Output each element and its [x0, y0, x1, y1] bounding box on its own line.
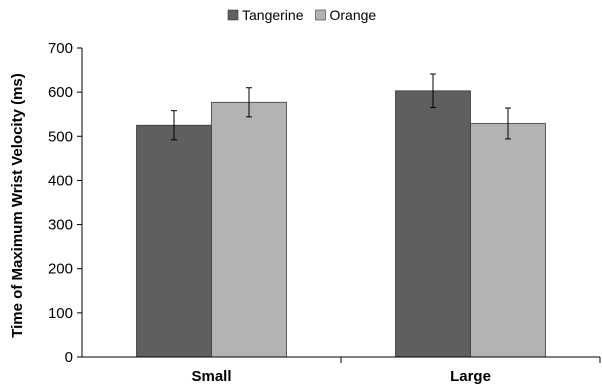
bar-tangerine-small — [136, 124, 212, 358]
error-bars — [171, 73, 511, 141]
axes — [81, 48, 601, 363]
legend: Tangerine Orange — [227, 7, 377, 23]
x-axis-labels: Small Large — [191, 368, 490, 384]
y-axis-label: Time of Maximum Wrist Velocity (ms) — [9, 73, 26, 338]
legend-swatch-tangerine — [227, 9, 239, 21]
y-tick-label: 700 — [48, 40, 73, 57]
y-axis-ticks: 0 100 200 300 400 500 600 700 — [48, 40, 82, 366]
x-category-label: Large — [450, 368, 491, 384]
x-category-label: Small — [191, 368, 231, 384]
y-tick-label: 100 — [48, 305, 73, 322]
y-tick-label: 300 — [48, 217, 73, 234]
y-tick-label: 500 — [48, 128, 73, 145]
bar-orange-small — [211, 101, 287, 358]
y-tick-label: 200 — [48, 261, 73, 278]
legend-label-tangerine: Tangerine — [242, 7, 304, 23]
y-tick-label: 600 — [48, 84, 73, 101]
bar-tangerine-large — [395, 90, 471, 358]
legend-label-orange: Orange — [330, 7, 377, 23]
bar-orange-large — [470, 123, 546, 358]
y-tick-label: 400 — [48, 172, 73, 189]
bars — [136, 90, 546, 358]
y-tick-label: 0 — [65, 349, 73, 366]
legend-swatch-orange — [315, 9, 326, 21]
